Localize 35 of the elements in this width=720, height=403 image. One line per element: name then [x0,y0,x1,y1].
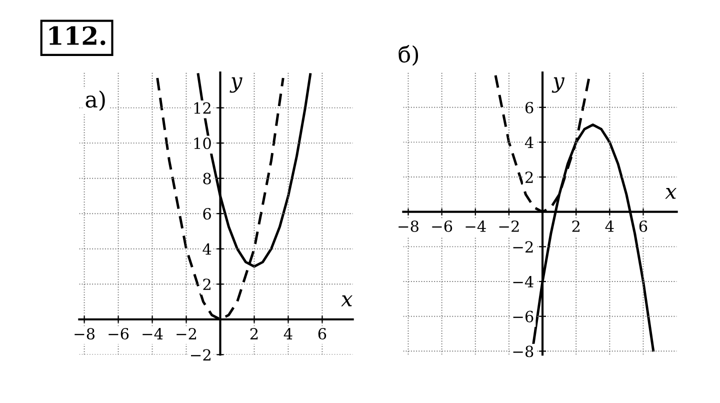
x-tick-label: 4 [284,328,292,340]
x-axis-title: x [341,295,352,306]
x-tick-label: 2 [250,328,258,340]
y-tick-label: 12 [194,102,210,114]
x-tick-label: 6 [639,220,648,232]
x-tick-label: 2 [572,220,580,232]
y-tick-label: 8 [203,172,211,184]
x-axis-title: x [665,188,676,199]
y-tick-label: −4 [513,276,534,288]
y-tick-label: −2 [513,241,533,252]
y-tick-label: 4 [524,136,534,148]
chart-title: б) [398,45,418,66]
x-tick-label: −6 [108,328,129,340]
y-tick-label: 2 [526,171,533,183]
y-tick-label: 4 [202,243,212,255]
y-tick-label: −2 [191,349,210,360]
y-tick-label: 6 [525,102,534,114]
x-tick-label: −2 [176,328,196,340]
x-tick-label: 4 [605,220,614,232]
x-tick-label: −6 [432,220,452,232]
text: а) [86,90,105,111]
x-tick-label: 6 [318,328,326,340]
y-tick-label: −6 [513,310,534,322]
y-axis-title: y [230,77,242,93]
y-tick-label: −8 [513,346,534,358]
x-tick-label: −8 [398,220,418,232]
y-tick-label: 10 [194,138,211,150]
y-tick-label: 2 [203,278,210,290]
y-tick-label: 6 [203,208,211,220]
y-axis-title: y [552,77,565,93]
x-tick-label: −4 [466,220,486,232]
x-tick-label: −8 [74,328,95,340]
x-tick-label: −2 [499,220,519,232]
x-tick-label: −4 [142,328,163,340]
text: 112. [49,26,106,46]
